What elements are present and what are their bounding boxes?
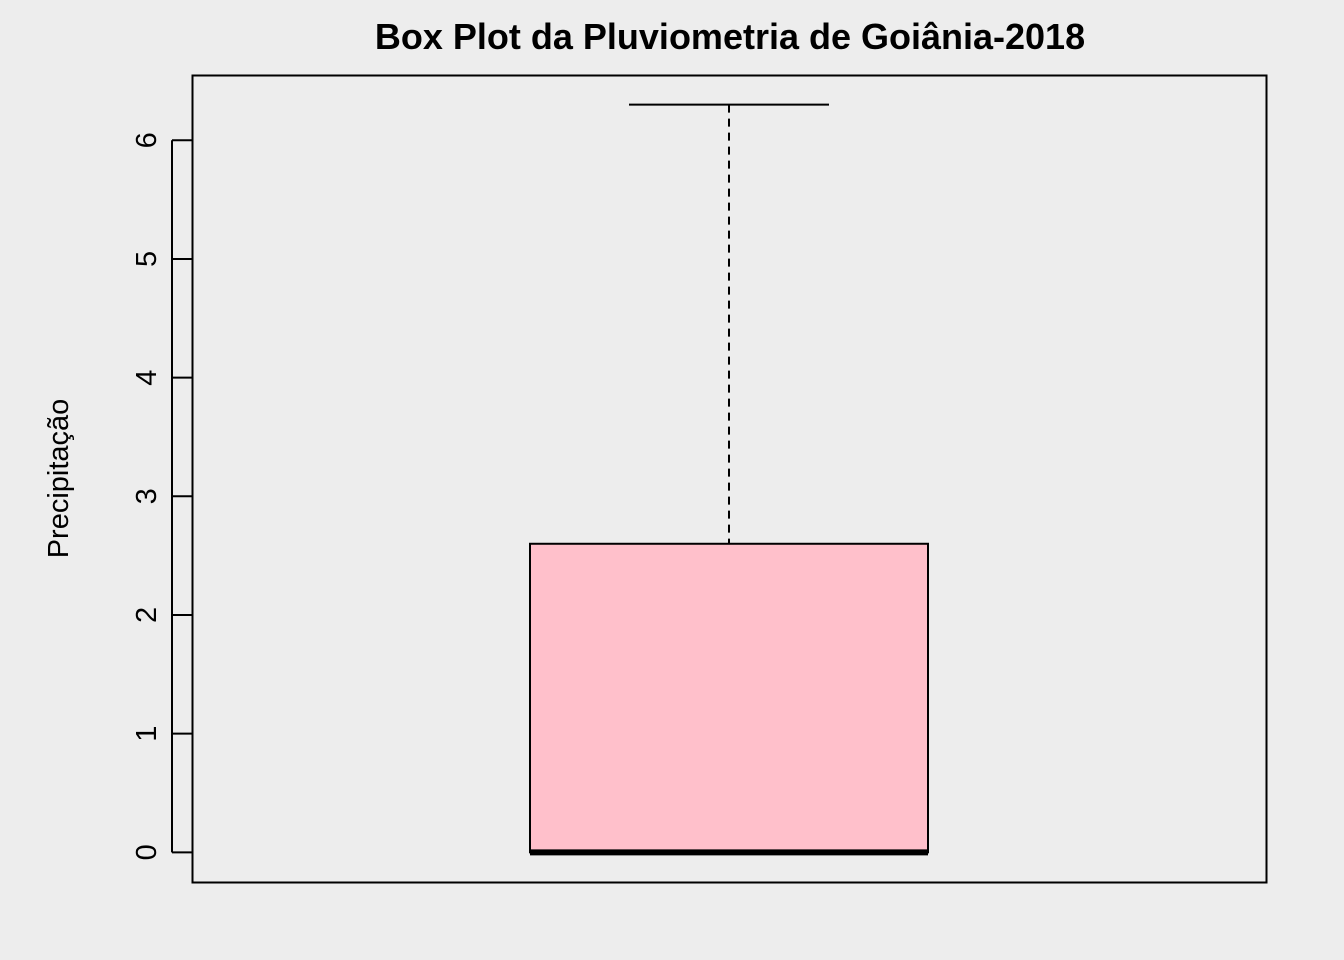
y-axis-label: Precipitação [43,399,75,559]
y-tick-label: 6 [131,132,163,148]
y-tick-label: 0 [131,844,163,860]
y-tick-label: 2 [131,607,163,623]
box-group [530,105,928,853]
y-ticks: 0 1 2 3 4 5 6 [131,132,192,860]
y-tick-label: 4 [131,370,163,386]
y-tick-label: 3 [131,488,163,504]
y-tick-label: 5 [131,251,163,267]
y-tick-label: 1 [131,726,163,742]
iqr-box [530,544,928,853]
